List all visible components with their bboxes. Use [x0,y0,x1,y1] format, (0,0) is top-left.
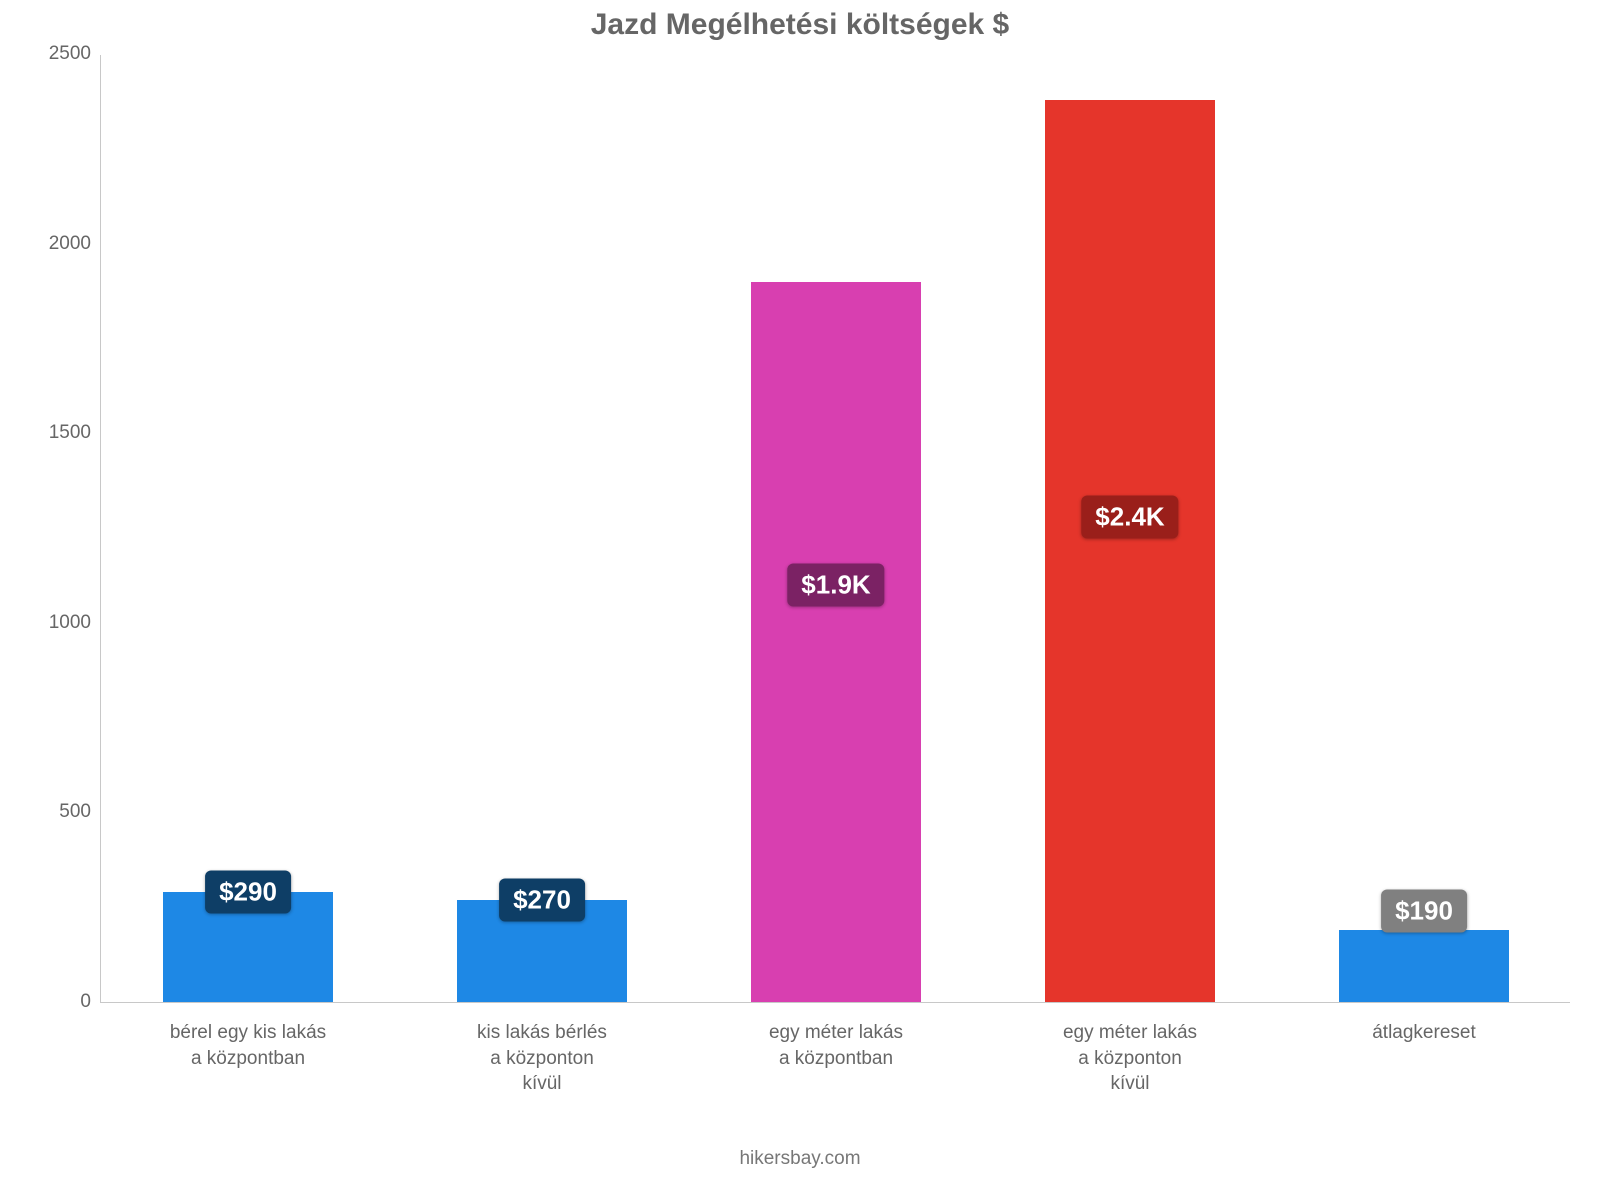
y-tick-label: 0 [80,991,101,1013]
y-tick-label: 2500 [49,43,101,65]
bar-value-label: $190 [1381,890,1467,933]
x-tick-label: kis lakás bérlésa központonkívül [442,1002,642,1097]
x-tick-label: átlagkereset [1324,1002,1524,1046]
bar-value-label: $290 [205,871,291,914]
x-tick-label: egy méter lakása központban [736,1002,936,1071]
y-tick-label: 2000 [49,233,101,255]
y-tick-label: 1500 [49,422,101,444]
bar [1339,930,1510,1002]
bar-value-label: $2.4K [1081,495,1178,538]
plot-area: 05001000150020002500$290bérel egy kis la… [100,55,1570,1003]
chart-title: Jazd Megélhetési költségek $ [0,8,1600,42]
bar-value-label: $1.9K [787,563,884,606]
attribution-text: hikersbay.com [0,1148,1600,1170]
y-tick-label: 1000 [49,612,101,634]
chart-container: Jazd Megélhetési költségek $ 05001000150… [0,0,1600,1200]
bar-value-label: $270 [499,878,585,921]
bar [751,282,922,1002]
x-tick-label: bérel egy kis lakása központban [148,1002,348,1071]
y-tick-label: 500 [59,801,101,823]
x-tick-label: egy méter lakása központonkívül [1030,1002,1230,1097]
bar [1045,100,1216,1002]
